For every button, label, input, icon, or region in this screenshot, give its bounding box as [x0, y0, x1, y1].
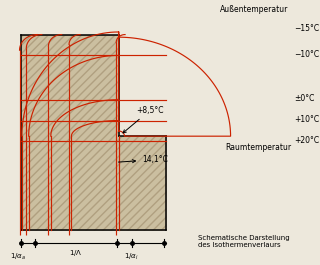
Text: ±0°C: ±0°C	[294, 94, 314, 103]
Polygon shape	[21, 34, 166, 230]
Text: Raumtemperatur: Raumtemperatur	[225, 143, 291, 152]
Text: Schematische Darstellung
des Isothermenverlaurs: Schematische Darstellung des Isothermenv…	[198, 235, 290, 248]
Text: +8,5°C: +8,5°C	[123, 106, 164, 133]
Text: +10°C: +10°C	[294, 115, 319, 124]
Text: 14,1°C: 14,1°C	[118, 155, 168, 164]
Text: $1/\alpha_i$: $1/\alpha_i$	[124, 252, 139, 262]
Text: −10°C: −10°C	[294, 50, 319, 59]
Text: Außentemperatur: Außentemperatur	[220, 5, 288, 14]
Text: $1/\Lambda$: $1/\Lambda$	[69, 248, 83, 258]
Text: $1/\alpha_a$: $1/\alpha_a$	[10, 252, 27, 262]
Text: −15°C: −15°C	[294, 24, 319, 33]
Text: +20°C: +20°C	[294, 136, 319, 145]
